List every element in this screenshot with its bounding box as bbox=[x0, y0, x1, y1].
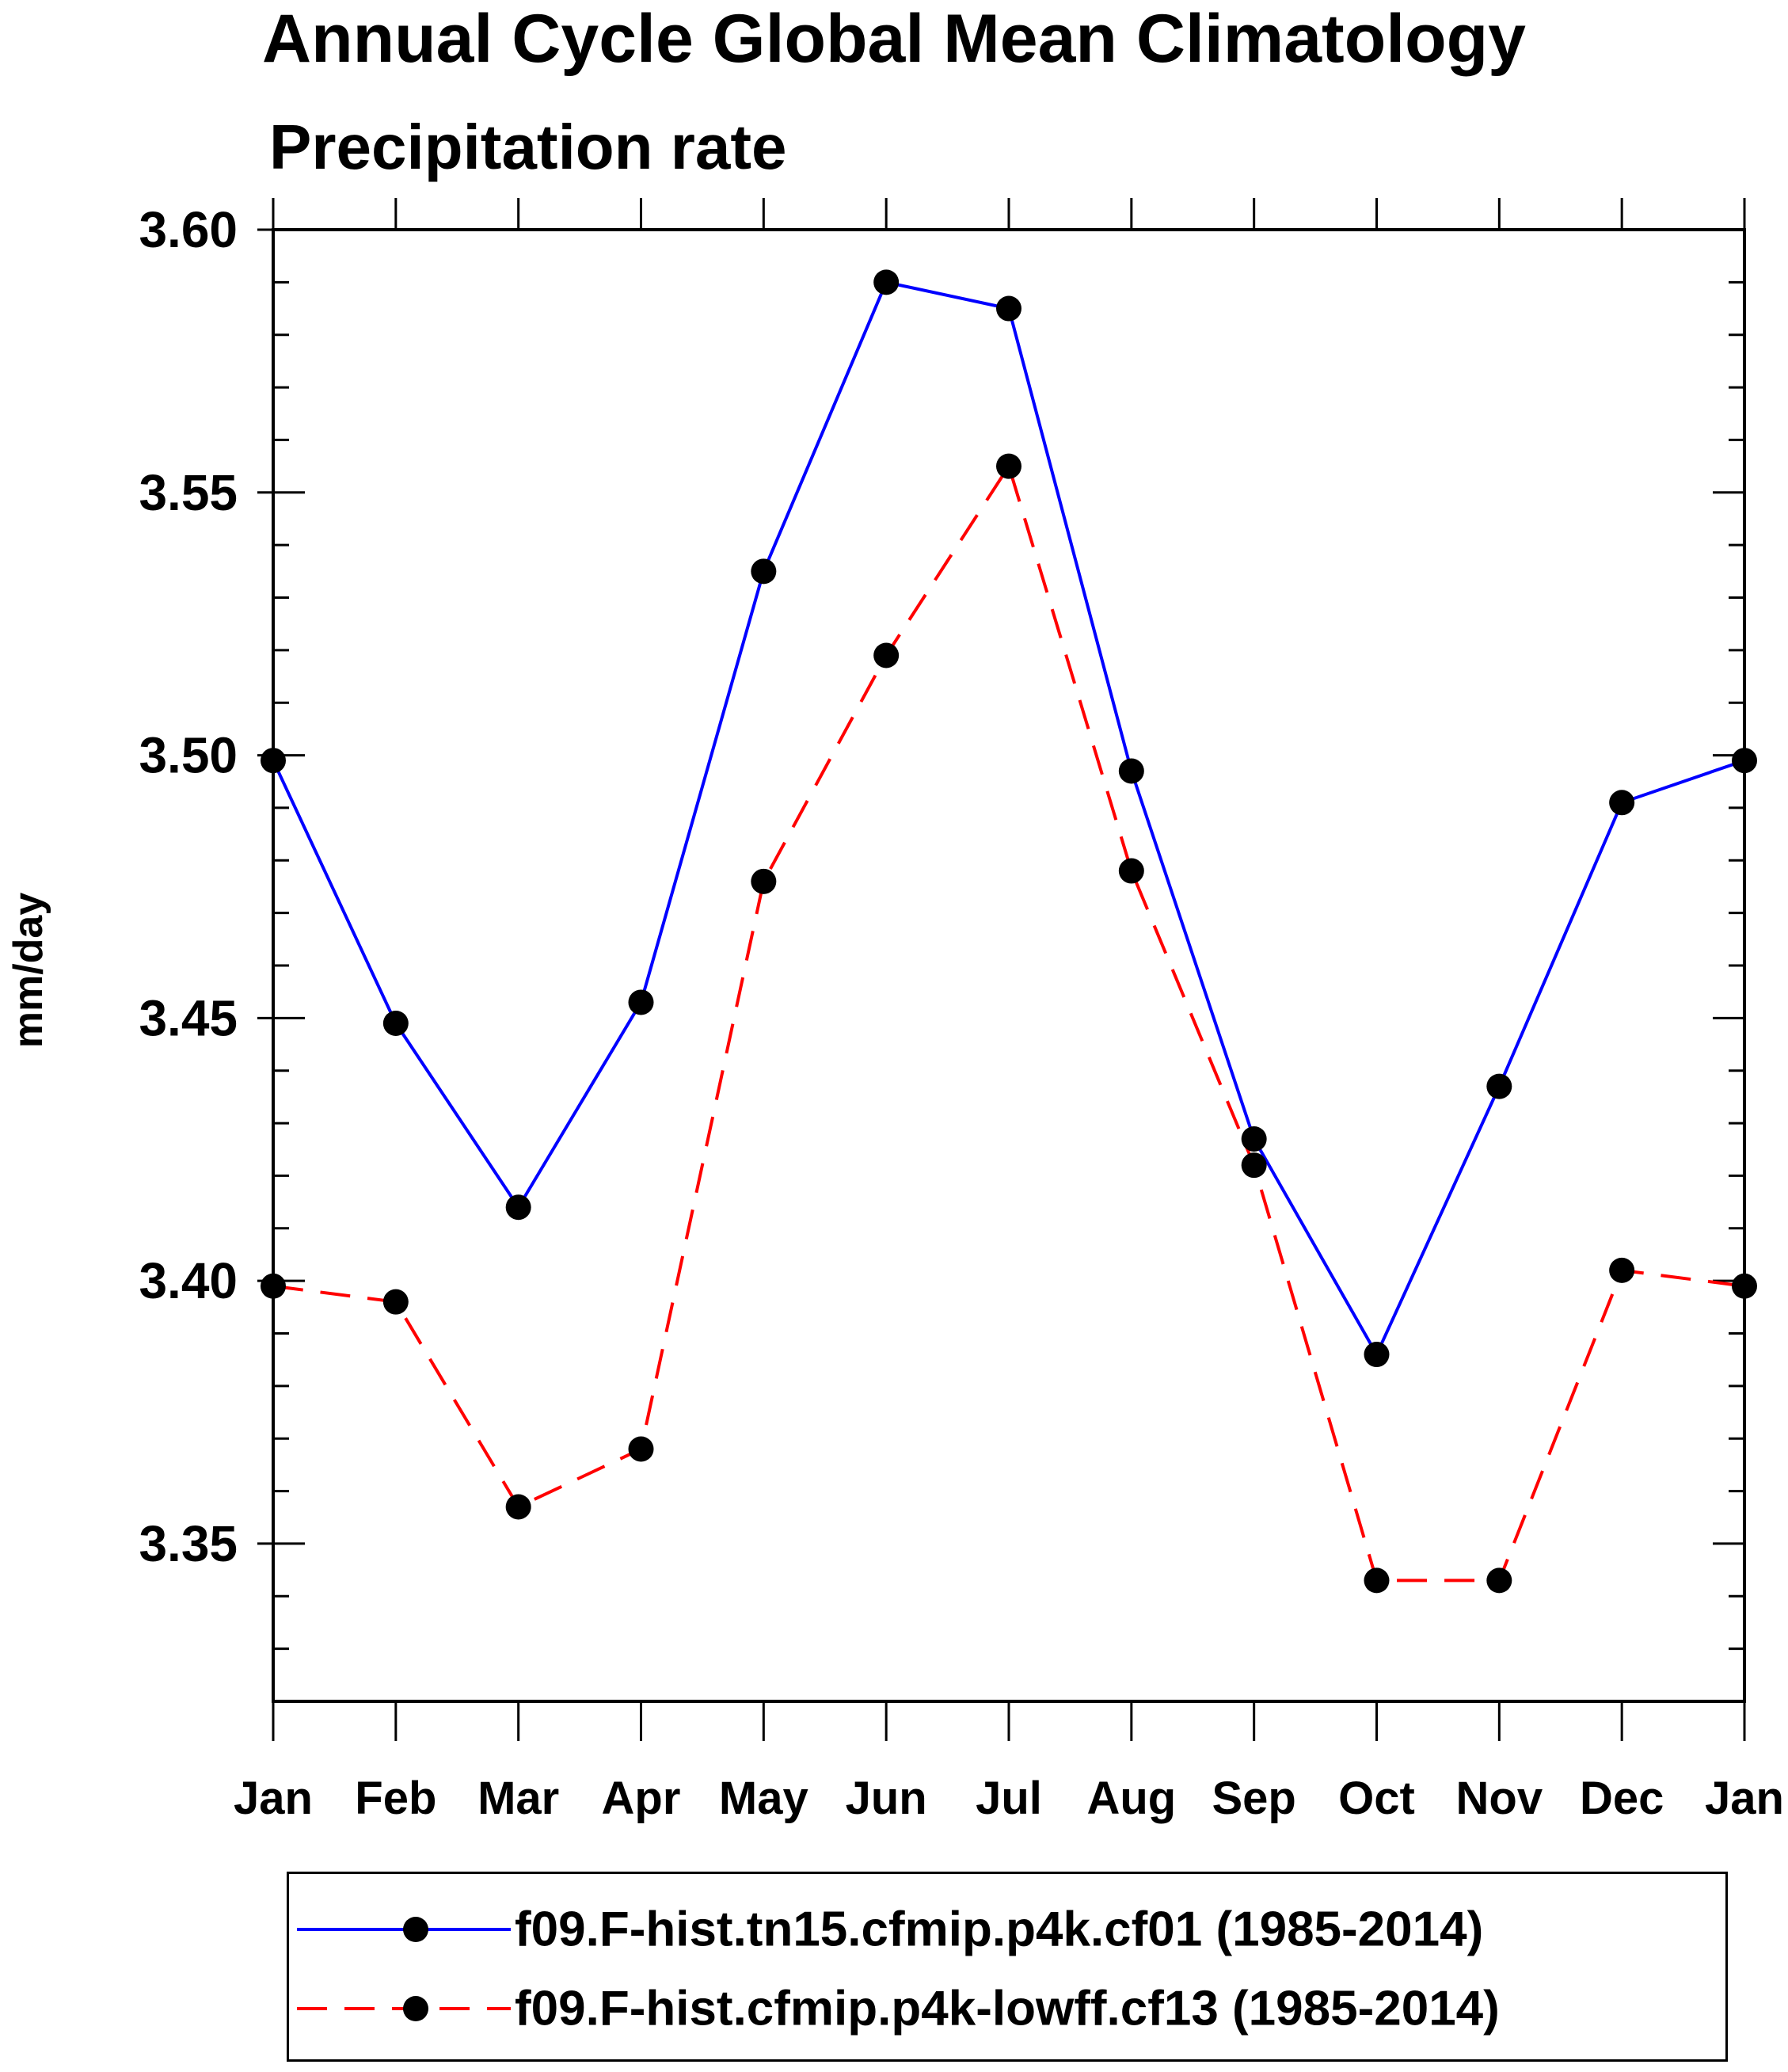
x-axis-ticks: Jan Feb Mar Apr May Jun Jul Aug Sep Oct Nov Dec Jan bbox=[234, 198, 1784, 1824]
series-2-point bbox=[1732, 1273, 1757, 1299]
legend-label-series-1: f09.F-hist.tn15.cfmip.p4k.cf01 (1985-201… bbox=[515, 1902, 1484, 1957]
x-tick-label: Aug bbox=[1086, 1773, 1176, 1824]
series-2-point bbox=[261, 1273, 286, 1299]
y-tick-label: 3.40 bbox=[139, 1252, 238, 1309]
series-1-point bbox=[505, 1194, 531, 1221]
series-2-point bbox=[1609, 1257, 1635, 1283]
series-2-point bbox=[382, 1289, 409, 1315]
series-2-point bbox=[751, 868, 777, 894]
series-line-1 bbox=[272, 280, 1745, 1358]
series-2-point bbox=[996, 453, 1021, 479]
x-tick-label: Nov bbox=[1456, 1773, 1543, 1824]
y-tick-label: 3.50 bbox=[139, 727, 238, 784]
line-chart: 3.35 3.40 3.45 3.50 3.55 3.60 Jan Feb Mar Apr May… bbox=[139, 198, 1784, 1824]
x-tick-label: Jan bbox=[234, 1773, 313, 1824]
x-tick-label: Apr bbox=[602, 1773, 681, 1824]
legend-label-series-2: f09.F-hist.cfmip.p4k-lowff.cf13 (1985-20… bbox=[515, 1981, 1500, 2036]
legend-swatch-blue-solid bbox=[297, 1917, 511, 1942]
y-tick-label: 3.55 bbox=[139, 464, 238, 521]
series-2-point bbox=[1486, 1567, 1512, 1594]
y-axis-ticks: 3.35 3.40 3.45 3.50 3.55 3.60 bbox=[139, 201, 1744, 1703]
series-2-point bbox=[1118, 858, 1144, 884]
x-tick-label: Feb bbox=[355, 1773, 436, 1824]
series-2-point bbox=[1241, 1152, 1267, 1179]
x-tick-label: Jan bbox=[1705, 1773, 1784, 1824]
series-line-2 bbox=[272, 462, 1745, 1583]
legend-entry-series-1: f09.F-hist.tn15.cfmip.p4k.cf01 (1985-201… bbox=[289, 1890, 1725, 1969]
x-tick-label: Jun bbox=[846, 1773, 927, 1824]
legend-swatch-red-dashed bbox=[297, 1996, 511, 2021]
chart-title: Annual Cycle Global Mean Climatology bbox=[261, 1, 1527, 77]
chart-subtitle: Precipitation rate bbox=[269, 112, 787, 182]
x-tick-label: Sep bbox=[1212, 1773, 1295, 1824]
series-1-point bbox=[1118, 758, 1144, 784]
legend-entry-series-2: f09.F-hist.cfmip.p4k-lowff.cf13 (1985-20… bbox=[289, 1969, 1725, 2048]
series-2-point bbox=[873, 642, 900, 668]
series-2-point bbox=[1364, 1567, 1390, 1594]
series-1-point bbox=[1732, 748, 1757, 774]
series-1-point bbox=[261, 748, 286, 774]
series-1-point bbox=[1486, 1073, 1512, 1099]
y-tick-label: 3.60 bbox=[139, 201, 238, 258]
y-tick-label: 3.45 bbox=[139, 989, 238, 1046]
legend: f09.F-hist.tn15.cfmip.p4k.cf01 (1985-201… bbox=[287, 1872, 1728, 2062]
series-1-point bbox=[628, 989, 654, 1015]
x-tick-label: Oct bbox=[1338, 1773, 1415, 1824]
y-tick-label: 3.35 bbox=[139, 1515, 238, 1572]
x-tick-label: Dec bbox=[1580, 1773, 1664, 1824]
x-tick-label: Jul bbox=[976, 1773, 1042, 1824]
series-1-point bbox=[873, 269, 900, 295]
series-1-point bbox=[1364, 1342, 1390, 1368]
series-layer bbox=[261, 269, 1757, 1594]
series-1-point bbox=[751, 558, 777, 585]
series-1-point bbox=[382, 1010, 409, 1036]
series-1-point bbox=[996, 295, 1021, 322]
series-1-point bbox=[1241, 1126, 1267, 1152]
x-tick-label: May bbox=[719, 1773, 808, 1824]
series-2-point bbox=[505, 1494, 531, 1520]
x-tick-label: Mar bbox=[477, 1773, 559, 1824]
series-1-point bbox=[1609, 790, 1635, 816]
plot-frame bbox=[272, 228, 1746, 1703]
series-2-point bbox=[628, 1436, 654, 1462]
